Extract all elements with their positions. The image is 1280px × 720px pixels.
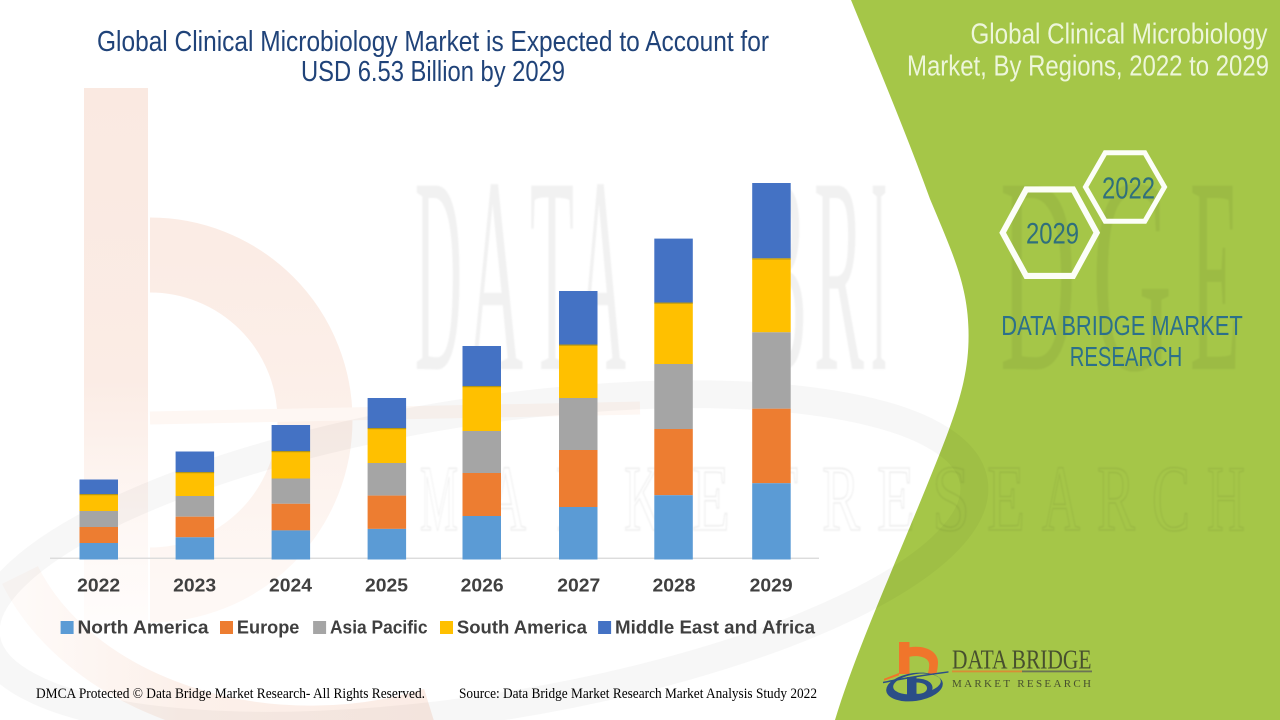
svg-text:2023: 2023 [173, 575, 216, 596]
svg-text:2024: 2024 [269, 575, 313, 596]
svg-text:E: E [877, 447, 915, 551]
svg-text:2022: 2022 [1102, 171, 1155, 206]
svg-text:Asia Pacific: Asia Pacific [330, 617, 428, 638]
svg-text:H: H [1207, 447, 1245, 551]
svg-text:2029: 2029 [1026, 218, 1079, 251]
svg-text:DATA BRIDGE: DATA BRIDGE [952, 645, 1092, 675]
svg-text:Europe: Europe [237, 617, 300, 638]
svg-text:R: R [1097, 447, 1135, 551]
svg-text:D: D [415, 119, 462, 430]
svg-text:2028: 2028 [653, 575, 696, 596]
svg-text:2027: 2027 [557, 575, 600, 596]
svg-text:G: G [1092, 119, 1172, 430]
svg-text:Middle East and Africa: Middle East and Africa [615, 617, 816, 638]
svg-text:2022: 2022 [77, 575, 120, 596]
svg-text:Source: Data Bridge Market Res: Source: Data Bridge Market Research Mark… [459, 686, 817, 702]
svg-text:South America: South America [457, 617, 588, 638]
svg-text:USD 6.53 Billion by 2029: USD 6.53 Billion by 2029 [301, 56, 565, 88]
svg-text:E: E [987, 447, 1025, 551]
svg-text:North America: North America [78, 617, 210, 638]
svg-text:2026: 2026 [461, 575, 504, 596]
svg-text:R: R [822, 447, 860, 551]
svg-text:I: I [871, 119, 887, 430]
svg-text:E: E [692, 447, 730, 551]
svg-text:S: S [932, 447, 970, 551]
svg-text:A: A [1042, 447, 1080, 551]
svg-text:RESEARCH: RESEARCH [1070, 341, 1183, 372]
svg-text:M: M [420, 447, 458, 551]
svg-text:Global Clinical Microbiology: Global Clinical Microbiology [971, 19, 1268, 51]
svg-text:DATA BRIDGE MARKET: DATA BRIDGE MARKET [1001, 310, 1243, 341]
svg-text:2029: 2029 [750, 575, 793, 596]
svg-text:E: E [1190, 119, 1240, 430]
svg-text:Global Clinical Microbiology M: Global Clinical Microbiology Market is E… [97, 26, 769, 58]
svg-text:C: C [1152, 447, 1190, 551]
svg-text:DMCA Protected © Data Bridge M: DMCA Protected © Data Bridge Market Rese… [36, 686, 425, 702]
svg-text:MARKET RESEARCH: MARKET RESEARCH [952, 678, 1091, 690]
svg-text:R: R [814, 119, 864, 430]
svg-text:Market, By Regions, 2022 to 20: Market, By Regions, 2022 to 2029 [907, 51, 1269, 83]
svg-text:2025: 2025 [365, 575, 408, 596]
